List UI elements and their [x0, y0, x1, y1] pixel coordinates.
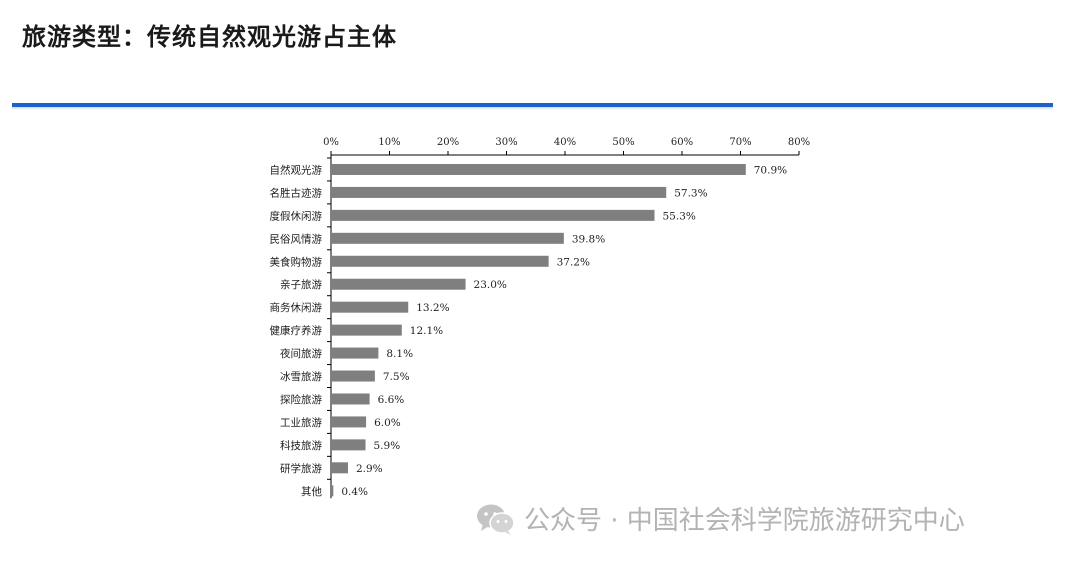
category-label: 探险旅游 — [280, 393, 322, 406]
bar — [331, 393, 370, 405]
category-label: 工业旅游 — [280, 416, 322, 429]
x-tick-label: 10% — [378, 137, 400, 148]
wechat-icon — [476, 502, 516, 536]
x-tick-label: 80% — [788, 137, 810, 148]
watermark: 公众号 · 中国社会科学院旅游研究中心 — [476, 500, 965, 537]
value-label: 13.2% — [416, 302, 449, 314]
bar — [331, 301, 409, 313]
watermark-text: 公众号 · 中国社会科学院旅游研究中心 — [524, 506, 965, 536]
title-divider-shadow — [12, 107, 1053, 110]
x-tick-label: 60% — [671, 137, 693, 148]
category-label: 名胜古迹游 — [270, 186, 323, 199]
value-label: 0.4% — [341, 486, 368, 498]
value-label: 2.9% — [356, 463, 383, 475]
bar — [331, 485, 334, 497]
bar — [331, 186, 667, 198]
bar — [331, 255, 549, 267]
bar — [331, 209, 655, 221]
page-title: 旅游类型：传统自然观光游占主体 — [22, 23, 397, 51]
value-label: 7.5% — [383, 371, 410, 383]
category-label: 商务休闲游 — [270, 301, 323, 314]
value-label: 23.0% — [474, 279, 507, 291]
value-label: 70.9% — [754, 164, 787, 176]
bar — [331, 324, 402, 336]
value-label: 57.3% — [674, 187, 707, 199]
x-tick-label: 70% — [729, 137, 751, 148]
category-label: 冰雪旅游 — [280, 370, 322, 383]
category-label: 自然观光游 — [270, 163, 323, 176]
value-label: 6.0% — [374, 417, 401, 429]
bar — [331, 439, 366, 451]
category-label: 科技旅游 — [280, 439, 322, 452]
x-tick-label: 30% — [495, 137, 517, 148]
bar — [331, 347, 379, 359]
category-label: 亲子旅游 — [280, 278, 322, 291]
bar — [331, 278, 466, 290]
value-label: 39.8% — [572, 233, 605, 245]
x-tick-label: 40% — [554, 137, 576, 148]
category-label: 其他 — [301, 485, 322, 498]
value-label: 37.2% — [557, 256, 590, 268]
category-label: 美食购物游 — [270, 255, 323, 268]
category-label: 研学旅游 — [280, 462, 322, 475]
value-label: 55.3% — [663, 210, 696, 222]
value-label: 12.1% — [410, 325, 443, 337]
bar — [331, 462, 348, 474]
bar — [331, 416, 367, 428]
category-label: 健康疗养游 — [270, 324, 323, 337]
value-label: 8.1% — [386, 348, 413, 360]
x-tick-label: 20% — [437, 137, 459, 148]
value-label: 5.9% — [374, 440, 401, 452]
category-label: 民俗风情游 — [270, 232, 323, 245]
category-label: 夜间旅游 — [280, 347, 322, 360]
x-tick-label: 50% — [612, 137, 634, 148]
title-divider — [12, 103, 1053, 107]
category-label: 度假休闲游 — [270, 209, 323, 222]
bar — [331, 163, 746, 175]
value-label: 6.6% — [378, 394, 405, 406]
bar — [331, 370, 375, 382]
bar — [331, 232, 564, 244]
x-tick-label: 0% — [323, 137, 339, 148]
